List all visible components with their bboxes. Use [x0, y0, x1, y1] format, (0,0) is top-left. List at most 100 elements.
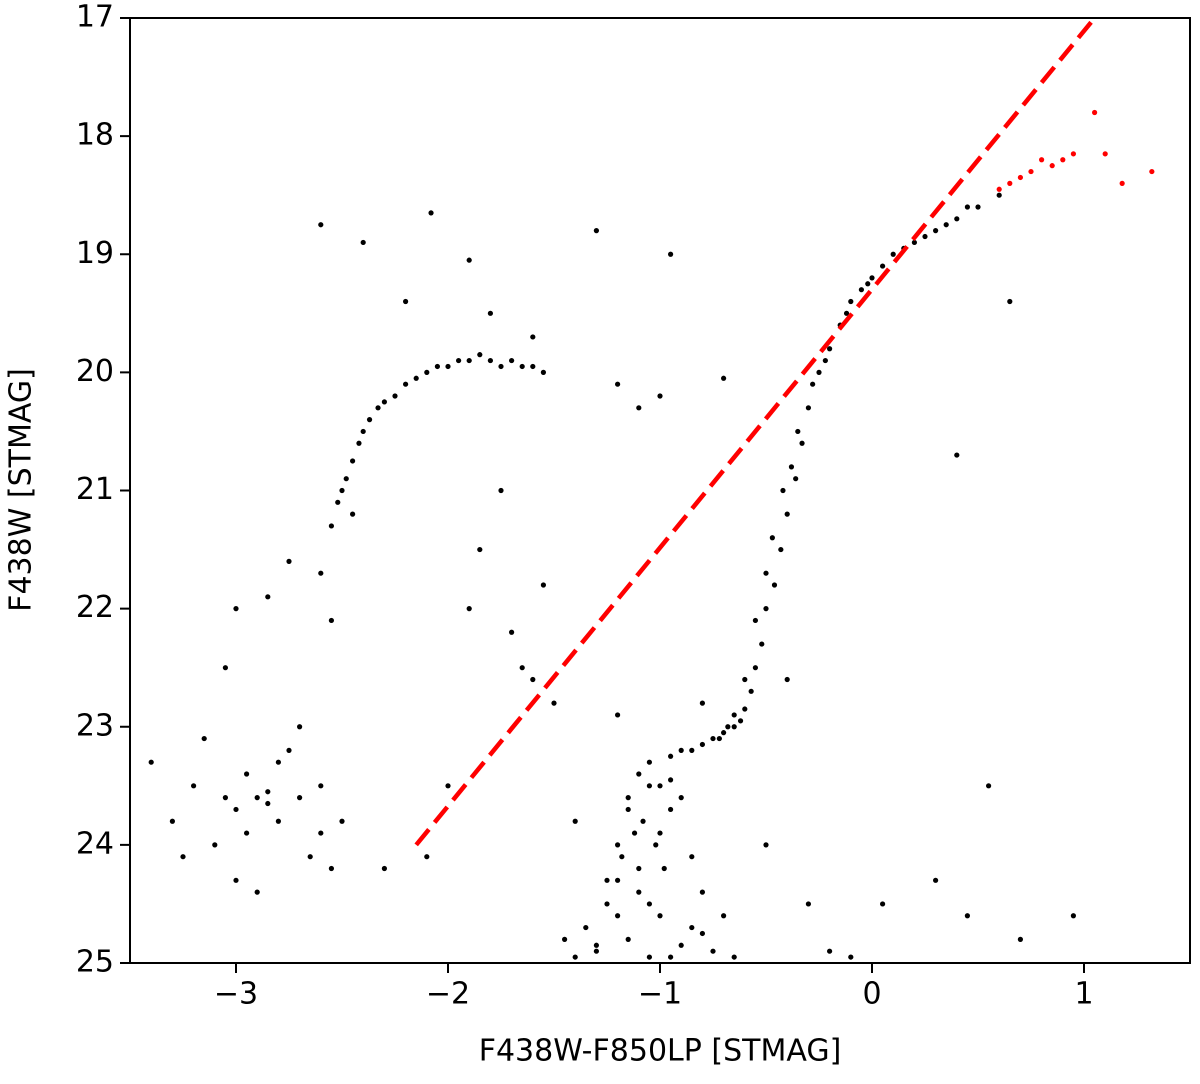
data-point — [254, 889, 260, 895]
data-point — [731, 724, 737, 730]
data-point — [721, 913, 727, 919]
data-point — [615, 381, 621, 387]
data-point — [169, 818, 175, 824]
data-point — [1060, 157, 1066, 163]
data-point — [843, 310, 850, 316]
data-point — [265, 789, 271, 795]
data-point — [640, 818, 646, 824]
data-point — [731, 954, 737, 960]
data-point — [827, 346, 833, 352]
data-point — [360, 239, 366, 246]
data-point — [646, 759, 653, 765]
y-tick-label: 18 — [76, 118, 114, 153]
data-point — [519, 665, 525, 671]
data-point — [858, 287, 865, 293]
data-point — [477, 352, 483, 358]
data-point — [996, 186, 1002, 192]
data-point — [1070, 913, 1076, 919]
data-point — [731, 712, 737, 718]
data-point — [297, 724, 303, 730]
data-point — [222, 795, 228, 801]
data-point — [413, 375, 419, 381]
data-point — [148, 759, 154, 765]
data-point — [668, 777, 674, 783]
data-point — [636, 889, 642, 895]
data-point — [759, 641, 765, 647]
data-point — [827, 948, 833, 954]
x-tick-label: 0 — [862, 977, 881, 1012]
data-point — [784, 511, 790, 517]
x-tick-label: −2 — [426, 977, 470, 1012]
data-point — [615, 913, 621, 919]
data-point — [954, 452, 960, 458]
data-point — [848, 954, 854, 960]
data-point — [661, 865, 667, 872]
data-point — [710, 948, 716, 954]
data-point — [710, 735, 716, 742]
y-axis-label: F438W [STMAG] — [4, 368, 39, 612]
data-point — [793, 476, 799, 482]
y-tick-label: 19 — [76, 236, 114, 271]
y-tick-label: 20 — [76, 354, 114, 389]
data-point — [615, 712, 621, 718]
data-point — [805, 405, 812, 411]
data-point — [328, 617, 334, 624]
data-point — [343, 476, 349, 482]
data-point — [487, 357, 493, 364]
data-point — [737, 718, 744, 724]
data-point — [721, 375, 727, 381]
data-point — [593, 228, 600, 234]
y-tick-label: 17 — [76, 0, 114, 35]
data-point — [742, 676, 748, 683]
data-point — [975, 204, 981, 210]
data-point — [540, 369, 547, 375]
data-point — [318, 570, 324, 576]
data-point — [689, 924, 695, 931]
data-point — [816, 369, 822, 375]
y-tick-label: 24 — [76, 826, 114, 861]
data-point — [996, 192, 1002, 198]
data-point — [265, 800, 271, 807]
fit-line — [414, 16, 1097, 847]
data-point — [275, 759, 281, 765]
data-point — [763, 570, 769, 576]
data-point — [233, 806, 239, 813]
data-point — [689, 854, 695, 860]
data-point — [615, 842, 621, 848]
data-point — [356, 440, 362, 446]
data-point — [636, 865, 642, 872]
data-point — [233, 877, 239, 883]
data-point — [1017, 174, 1024, 181]
data-point — [890, 251, 896, 257]
data-point — [911, 239, 918, 246]
data-point — [445, 363, 451, 370]
data-point — [657, 913, 663, 919]
data-point — [222, 665, 228, 671]
data-point — [350, 458, 356, 464]
data-point — [964, 913, 971, 919]
data-point — [318, 783, 324, 789]
data-point — [593, 942, 600, 948]
data-point — [721, 730, 727, 736]
data-point — [678, 942, 684, 948]
data-point — [678, 747, 684, 753]
data-point — [668, 753, 674, 759]
data-point — [530, 676, 536, 683]
data-point — [1102, 151, 1108, 157]
data-point — [625, 795, 631, 801]
data-point — [1017, 936, 1024, 942]
data-point — [869, 275, 875, 281]
data-point — [619, 854, 625, 860]
data-point — [265, 594, 271, 600]
y-tick-label: 22 — [76, 590, 114, 625]
data-point — [678, 795, 684, 801]
data-point — [788, 464, 795, 470]
data-point — [328, 865, 334, 872]
data-point — [403, 381, 409, 387]
data-point — [466, 357, 472, 364]
data-point — [244, 830, 250, 836]
data-point — [604, 877, 610, 883]
data-point — [780, 487, 786, 494]
data-point — [233, 606, 239, 612]
x-tick-label: 1 — [1074, 977, 1093, 1012]
